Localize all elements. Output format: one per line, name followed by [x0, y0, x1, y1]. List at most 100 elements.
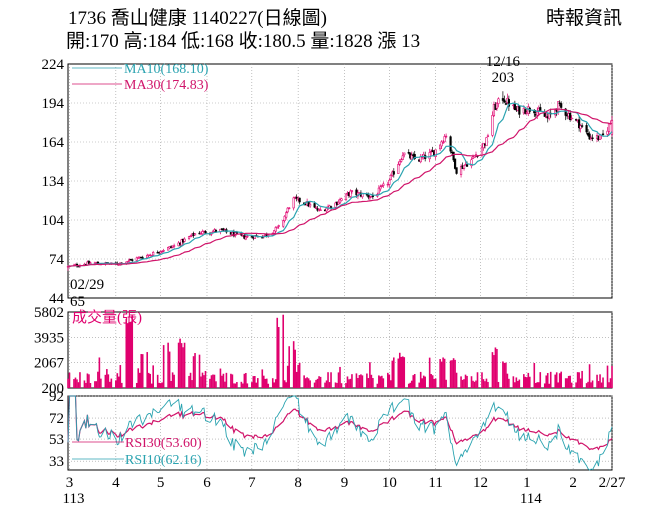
volume-bar: [548, 383, 551, 388]
volume-bar: [564, 378, 567, 388]
volume-bar: [262, 375, 265, 388]
candle-body: [564, 108, 567, 116]
chart-title: 1736 喬山健康 1140227(日線圖): [68, 8, 327, 29]
volume-bar: [138, 372, 141, 388]
volume-bar: [455, 372, 458, 388]
volume-bar: [549, 371, 552, 388]
volume-bar: [319, 376, 322, 388]
volume-bar: [575, 382, 577, 388]
x-tick-label: 8: [294, 475, 302, 491]
candle-body: [504, 103, 507, 105]
volume-bar: [460, 376, 462, 388]
candle-body: [286, 207, 289, 213]
volume-bar: [318, 376, 320, 388]
candle-body: [392, 171, 395, 175]
volume-bar: [381, 375, 383, 388]
candle-body: [344, 193, 348, 200]
high-date-label: 12/16: [486, 54, 521, 70]
volume-bar: [609, 378, 612, 388]
y-tick-label: 164: [42, 135, 65, 151]
volume-bar: [340, 383, 343, 388]
candle-body: [282, 220, 285, 227]
volume-bar: [454, 359, 456, 388]
y-tick-label: 3935: [34, 330, 64, 346]
candle-body: [162, 250, 165, 252]
volume-bar: [325, 380, 328, 388]
volume-bar: [388, 374, 391, 388]
volume-bar: [306, 377, 308, 388]
volume-bar: [98, 357, 101, 388]
volume-bar: [451, 360, 453, 388]
volume-bar: [391, 360, 394, 388]
volume-bar: [424, 376, 426, 388]
volume-bar: [135, 382, 138, 388]
candle-body: [146, 254, 149, 259]
candle-body: [449, 136, 452, 152]
volume-bar: [443, 358, 446, 388]
rsi10-legend: RSI10(62.16): [125, 453, 202, 468]
y-tick-label: 5802: [34, 305, 64, 321]
volume-bar: [261, 369, 264, 388]
volume-bar: [503, 362, 506, 388]
volume-bar: [430, 374, 432, 388]
volume-bar: [512, 376, 515, 388]
volume-bar: [327, 372, 329, 388]
candle-body: [246, 235, 249, 238]
volume-bar: [118, 376, 120, 388]
volume-bar: [357, 377, 359, 388]
candle-body: [455, 167, 458, 174]
volume-bar: [221, 375, 223, 388]
volume-bar: [484, 381, 486, 388]
y-tick-label: 33: [49, 454, 64, 470]
volume-bar: [355, 373, 358, 388]
candle-body: [201, 231, 204, 235]
volume-bar: [382, 378, 385, 388]
candle-body: [578, 119, 581, 129]
volume-bar: [246, 383, 249, 388]
volume-bar: [292, 341, 295, 388]
volume-bar: [508, 378, 510, 388]
volume-bar: [366, 373, 368, 388]
candle-body: [313, 203, 316, 208]
volume-bar: [358, 375, 361, 388]
volume-bar: [282, 314, 285, 388]
low-date-label: 02/29: [70, 277, 104, 293]
ohlc-summary: 開:170 高:184 低:168 收:180.5 量:1828 漲 13: [66, 31, 421, 52]
candle-body: [349, 190, 352, 197]
x-tick-label: 1: [523, 475, 531, 491]
volume-bar: [252, 376, 255, 388]
volume-bar: [367, 378, 370, 388]
candle-body: [285, 212, 288, 218]
x-tick-label: 5: [157, 475, 165, 491]
candle-body: [560, 103, 563, 108]
candle-body: [214, 230, 218, 232]
candle-body: [445, 135, 448, 138]
volume-bar: [475, 380, 477, 388]
volume-bar: [413, 374, 416, 388]
volume-bar: [567, 375, 570, 388]
volume-bar: [337, 372, 340, 388]
y-tick-label: 44: [49, 291, 65, 307]
candle-body: [401, 155, 404, 160]
volume-bar: [68, 372, 71, 388]
volume-bar: [225, 372, 228, 388]
volume-bar: [88, 374, 90, 388]
y-tick-label: 92: [49, 389, 64, 405]
volume-bar: [177, 342, 180, 388]
candle-body: [173, 245, 176, 247]
volume-bar: [230, 373, 232, 388]
volume-bar: [255, 382, 258, 388]
volume-bar: [401, 356, 404, 388]
volume-bar: [600, 382, 603, 388]
volume-bar: [288, 346, 290, 388]
candle-body: [440, 141, 443, 147]
candle-body: [442, 142, 445, 144]
candle-body: [413, 154, 416, 159]
y-tick-label: 2067: [34, 356, 65, 372]
volume-bar: [140, 354, 143, 388]
year-label: 114: [520, 491, 542, 507]
volume-bar: [393, 357, 395, 388]
volume-bar: [606, 365, 609, 388]
volume-bar: [106, 369, 108, 388]
candle-body: [518, 105, 521, 115]
